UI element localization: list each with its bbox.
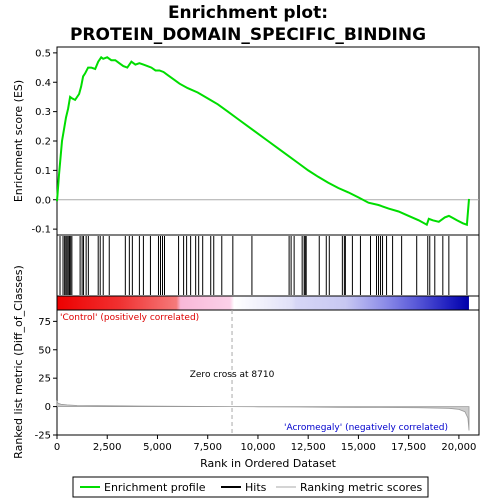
x-axis-label: Rank in Ordered Dataset: [200, 457, 337, 470]
hits-panel-frame: [56, 234, 480, 297]
x-tick-label: 0: [54, 442, 60, 453]
legend-hits-label: Hits: [245, 481, 267, 494]
hits-markers: [59, 236, 468, 295]
x-tick-label: 17,500: [391, 442, 426, 453]
chart-title-line2: PROTEIN_DOMAIN_SPECIFIC_BINDING: [70, 25, 426, 45]
es-panel: -0.1 0.0 0.1 0.2 0.3 0.4 0.5 Enrichment score …: [12, 46, 480, 236]
x-tick-label: 20,000: [441, 442, 476, 453]
es-y-tick-label: 0.2: [35, 137, 51, 148]
zero-cross-label: Zero cross at 8710: [190, 370, 275, 380]
metric-y-axis-label: Ranked list metric (Diff_of_Classes): [12, 265, 25, 459]
x-tick-label: 5,000: [143, 442, 172, 453]
es-y-tick-label: 0.5: [35, 48, 51, 59]
x-tick-label: 12,500: [291, 442, 326, 453]
metric-y-tick-label: -25: [35, 431, 51, 442]
metric-y-tick-label: 25: [38, 374, 51, 385]
legend-enrichment-label: Enrichment profile: [104, 481, 206, 494]
metric-y-tick-label: 0: [45, 402, 51, 413]
legend: Enrichment profile Hits Ranking metric s…: [72, 476, 429, 498]
es-y-tick-label: -0.1: [31, 225, 51, 236]
x-tick-label: 10,000: [240, 442, 275, 453]
es-y-tick-label: 0.3: [35, 107, 51, 118]
metric-y-tick-label: 75: [38, 317, 51, 328]
positive-correlation-label: 'Control' (positively correlated): [60, 313, 199, 323]
es-y-tick-label: 0.1: [35, 166, 51, 177]
metric-y-axis: -25 0 25 50 75: [35, 317, 57, 442]
legend-box: [72, 476, 429, 498]
x-tick-label: 2,500: [93, 442, 122, 453]
es-y-axis-label: Enrichment score (ES): [12, 80, 25, 202]
legend-metric-label: Ranking metric scores: [300, 481, 422, 494]
es-y-tick-label: 0.0: [35, 195, 51, 206]
rank-colorbar: [56, 295, 480, 311]
hits-panel: [56, 234, 480, 297]
es-y-tick-label: 0.4: [35, 78, 51, 89]
es-y-axis: -0.1 0.0 0.1 0.2 0.3 0.4 0.5: [31, 48, 57, 236]
enrichment-profile-line: [56, 55, 470, 227]
ranking-metric-area: [56, 400, 470, 431]
metric-panel-frame: [56, 309, 480, 436]
metric-y-tick-label: 50: [38, 345, 51, 356]
x-tick-label: 15,000: [341, 442, 376, 453]
x-axis: 0 2,500 5,000 7,500 10,000 12,500 15,000 17,500…: [54, 435, 476, 453]
x-tick-label: 7,500: [193, 442, 222, 453]
negative-correlation-label: 'Acromegaly' (negatively correlated): [284, 423, 448, 433]
rank-colorbar-strip: [57, 296, 469, 310]
chart-title-line1: Enrichment plot:: [168, 3, 328, 23]
